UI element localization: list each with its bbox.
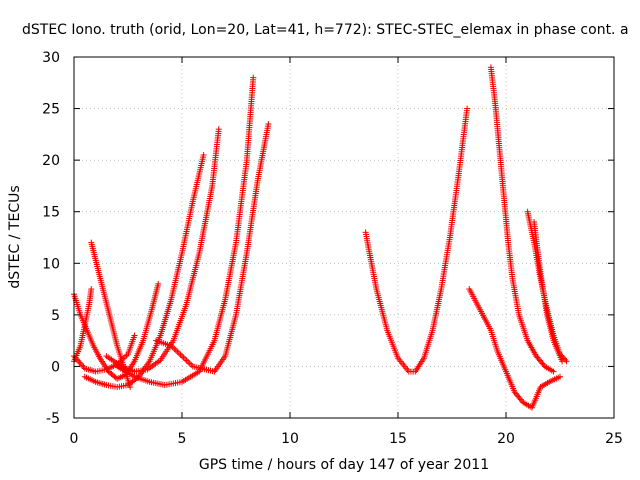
y-tick-label: 15 xyxy=(42,205,60,221)
x-tick-label: 5 xyxy=(178,431,187,447)
data-point xyxy=(177,351,184,358)
data-point xyxy=(464,105,471,112)
data-point xyxy=(200,151,207,158)
data-point xyxy=(519,398,526,405)
data-point xyxy=(76,359,83,366)
y-tick-label: 20 xyxy=(42,153,60,169)
data-point xyxy=(215,126,222,133)
chart-title: dSTEC Iono. truth (orid, Lon=20, Lat=41,… xyxy=(22,22,629,38)
data-point xyxy=(172,347,179,354)
x-tick-label: 20 xyxy=(497,431,515,447)
data-point xyxy=(186,360,193,367)
x-axis-label: GPS time / hours of day 147 of year 2011 xyxy=(199,457,489,473)
data-point xyxy=(171,345,178,352)
data-point xyxy=(155,280,162,287)
y-tick-label: 25 xyxy=(42,102,60,118)
data-point xyxy=(175,350,182,357)
data-point xyxy=(79,362,86,369)
data-point xyxy=(179,353,185,360)
data-points xyxy=(71,64,570,411)
data-point xyxy=(183,357,190,364)
y-tick-label: 30 xyxy=(42,50,60,66)
plot-frame xyxy=(73,56,615,419)
y-axis-label: dSTEC / TECUs xyxy=(7,185,23,288)
x-tick-label: 25 xyxy=(605,431,623,447)
y-tick-label: 5 xyxy=(51,308,60,324)
data-point xyxy=(182,356,189,363)
data-point xyxy=(174,348,181,355)
data-point xyxy=(121,353,128,360)
y-tick-label: -5 xyxy=(46,411,60,427)
y-tick-label: 10 xyxy=(42,256,60,272)
data-point xyxy=(557,373,563,380)
data-point xyxy=(550,368,557,375)
data-point xyxy=(185,359,192,366)
data-point xyxy=(540,361,547,368)
axis-ticks: 0 5 10 15 20 25 -5 0 5 10 15 20 25 30 xyxy=(42,50,623,447)
data-point xyxy=(265,121,272,128)
data-point xyxy=(180,354,187,361)
data-point xyxy=(88,286,95,293)
data-point xyxy=(250,74,257,81)
data-point xyxy=(131,332,138,339)
y-tick-label: 0 xyxy=(51,359,60,375)
x-tick-label: 15 xyxy=(389,431,407,447)
data-point xyxy=(559,358,566,365)
x-tick-label: 0 xyxy=(70,431,79,447)
x-tick-label: 10 xyxy=(281,431,299,447)
